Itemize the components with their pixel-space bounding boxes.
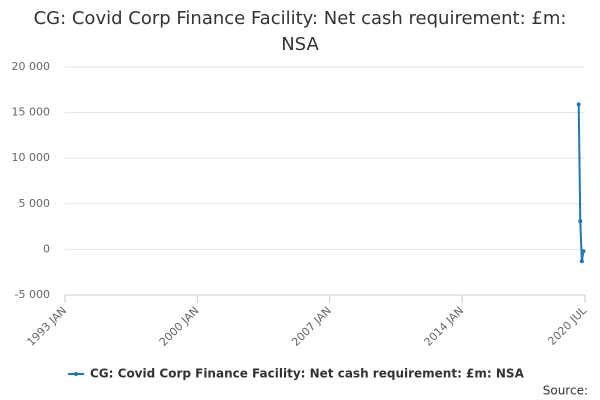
y-tick-label: 5 000 [19,197,51,210]
x-tick-label: 1993 JAN [24,304,69,349]
y-tick-label: 10 000 [12,151,51,164]
x-tick-label: 2007 JAN [289,304,334,349]
y-tick-label: 0 [43,242,50,255]
x-tick-label: 2020 JUL [545,303,589,347]
point [578,219,583,224]
y-tick-label: 20 000 [12,60,51,73]
y-tick-label: 15 000 [12,106,51,119]
point [581,249,586,254]
point [579,259,584,264]
y-tick-label: -5 000 [15,288,50,301]
point [576,102,581,107]
source: Source: [543,384,588,398]
legend-marker [74,372,78,376]
chart-title: CG: Covid Corp Finance Facility: Net cas… [33,8,567,55]
x-tick-label: 2000 JAN [157,304,202,349]
x-tick-label: 2014 JAN [422,304,467,349]
legend-label: CG: Covid Corp Finance Facility: Net cas… [90,367,525,381]
series-line [577,104,585,262]
